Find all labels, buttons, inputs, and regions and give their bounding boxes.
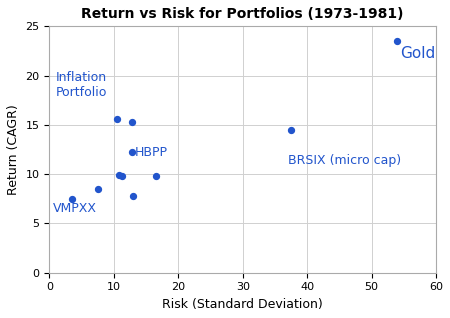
- Point: [128, 150, 135, 155]
- Point: [113, 116, 121, 121]
- Point: [115, 173, 122, 178]
- Text: VMPXX: VMPXX: [53, 202, 97, 215]
- Text: BRSIX (micro cap): BRSIX (micro cap): [288, 155, 401, 168]
- Point: [394, 38, 401, 44]
- Point: [288, 127, 295, 132]
- Text: Inflation
Portfolio: Inflation Portfolio: [56, 71, 107, 99]
- Y-axis label: Return (CAGR): Return (CAGR): [7, 104, 20, 195]
- Point: [68, 196, 76, 201]
- Text: HBPP: HBPP: [135, 146, 168, 159]
- Point: [128, 119, 135, 124]
- Point: [118, 174, 125, 179]
- Point: [130, 193, 137, 198]
- Point: [94, 186, 101, 191]
- Text: Gold: Gold: [400, 46, 436, 61]
- X-axis label: Risk (Standard Deviation): Risk (Standard Deviation): [162, 298, 323, 311]
- Title: Return vs Risk for Portfolios (1973-1981): Return vs Risk for Portfolios (1973-1981…: [81, 7, 404, 21]
- Point: [152, 174, 159, 179]
